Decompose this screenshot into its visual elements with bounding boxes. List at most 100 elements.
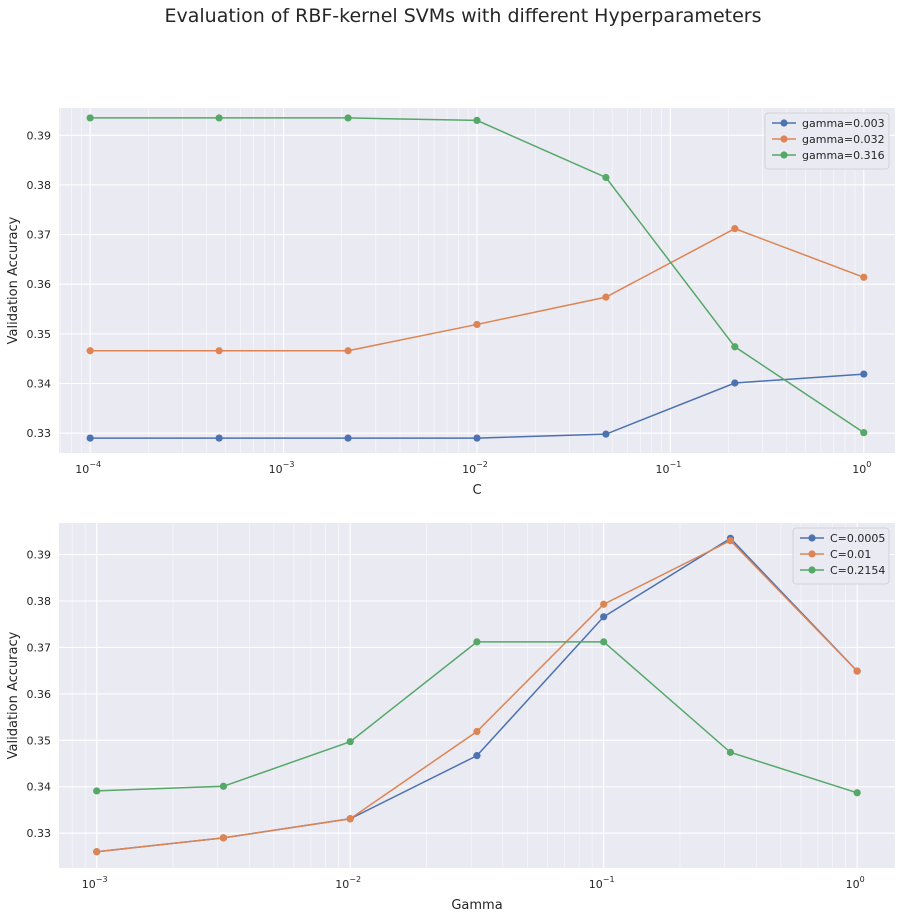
y-tick-label: 0.34 [27,781,52,794]
data-point [344,347,352,355]
legend-swatch-marker [780,135,788,143]
data-point [602,173,610,182]
x-tick-label: 10−1 [655,460,681,476]
x-axis-label: Gamma [451,898,502,913]
data-point [602,430,610,438]
y-tick-label: 0.36 [27,688,52,701]
data-point [731,379,739,387]
y-tick-label: 0.38 [27,595,52,608]
x-tick-label: 10−2 [462,460,488,476]
x-tick-base: 10 [269,463,283,476]
y-axis-label: Validation Accuracy [6,216,21,344]
legend-entry: gamma=0.032 [802,133,885,146]
x-tick-base: 10 [75,463,89,476]
x-tick-exponent: −1 [669,460,681,469]
legend-entry: gamma=0.003 [802,117,885,130]
x-tick-exponent: 0 [866,460,871,469]
data-point [600,600,608,608]
legend-swatch-marker [780,151,788,159]
data-point [215,114,223,122]
data-point [93,787,101,795]
legend-entry: C=0.01 [830,548,871,561]
x-axis-label: C [472,483,481,498]
x-tick-exponent: −3 [96,875,108,884]
y-tick-label: 0.33 [27,427,52,440]
data-point [473,727,481,736]
x-tick-base: 10 [655,463,669,476]
y-tick-label: 0.38 [27,179,52,192]
data-point [93,848,101,856]
y-tick-label: 0.34 [27,378,52,391]
legend: gamma=0.003 gamma=0.032 gamma=0.316 [764,112,890,170]
x-tick-base: 10 [462,463,476,476]
y-tick-label: 0.35 [27,328,52,341]
data-point [86,434,94,442]
x-tick-base: 10 [82,878,96,891]
x-tick-exponent: −4 [89,460,101,469]
y-tick-label: 0.39 [27,129,52,142]
x-tick-label: 10−3 [82,875,108,891]
x-tick-base: 10 [846,878,860,891]
data-point [600,613,608,621]
data-point [473,752,481,760]
data-point [731,225,739,233]
data-point [86,114,94,122]
x-tick-base: 10 [589,878,603,891]
legend-swatch-marker [808,534,816,542]
data-point [726,748,735,756]
y-tick-label: 0.33 [27,827,52,840]
data-point [600,638,608,646]
legend-entry: gamma=0.316 [802,149,885,162]
legend-swatch-marker [808,566,816,574]
y-tick-label: 0.39 [27,549,52,562]
x-tick-base: 10 [852,463,866,476]
data-point [473,320,481,329]
data-point [219,834,228,842]
x-tick-exponent: −3 [283,460,295,469]
y-tick-label: 0.35 [27,734,52,747]
y-tick-label: 0.37 [27,229,52,242]
data-point [344,434,352,442]
data-point [853,789,861,797]
legend-entry: C=0.0005 [830,532,885,545]
x-tick-exponent: −2 [476,460,488,469]
x-tick-label: 100 [846,875,865,891]
data-point [860,429,868,437]
data-point [473,638,481,646]
data-point [215,434,223,442]
legend-swatch-marker [780,119,788,127]
data-point [346,738,354,746]
x-tick-label: 10−4 [75,460,101,476]
legend-entry: C=0.2154 [830,564,885,577]
y-axis-label: Validation Accuracy [6,631,21,759]
data-point [473,434,481,442]
data-point [731,343,739,351]
x-tick-label: 10−2 [335,875,361,891]
x-tick-exponent: 0 [860,875,865,884]
data-point [860,370,868,378]
plot-area [59,523,895,868]
data-point [215,347,223,355]
x-tick-label: 100 [852,460,871,476]
x-tick-exponent: −2 [349,875,361,884]
y-tick-label: 0.36 [27,278,52,291]
figure-title: Evaluation of RBF-kernel SVMs with diffe… [165,5,762,27]
legend-swatch-marker [808,550,816,558]
data-point [219,782,228,790]
data-point [853,667,861,675]
x-tick-label: 10−1 [589,875,615,891]
data-point [602,293,610,301]
data-point [473,116,481,125]
data-point [344,114,352,122]
data-point [860,273,868,281]
data-point [346,815,354,823]
x-tick-label: 10−3 [269,460,295,476]
x-tick-base: 10 [335,878,349,891]
y-tick-label: 0.37 [27,641,52,654]
data-point [726,537,735,545]
data-point [86,347,94,355]
x-tick-exponent: −1 [603,875,615,884]
